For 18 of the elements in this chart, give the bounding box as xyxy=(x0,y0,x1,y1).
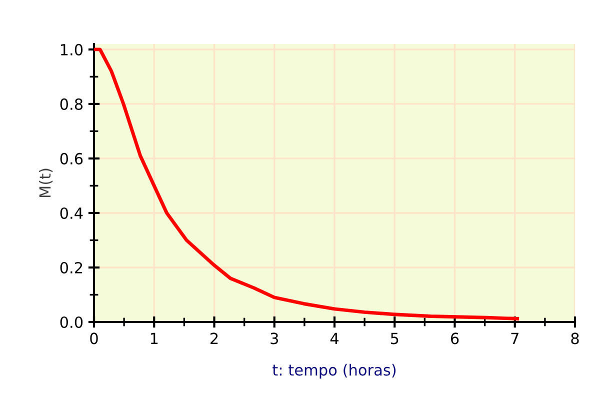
y-tick-label: 0.6 xyxy=(60,152,83,164)
x-tick-label: 4 xyxy=(330,332,339,344)
x-tick-label: 6 xyxy=(450,332,459,344)
x-tick-label: 5 xyxy=(390,332,398,344)
x-tick-label: 1 xyxy=(150,332,158,344)
y-tick-label: 0.2 xyxy=(60,262,82,274)
x-tick-label: 3 xyxy=(270,332,278,344)
line-series xyxy=(94,48,520,320)
x-axis-title: t: tempo (horas) xyxy=(272,364,396,379)
x-tick-label: 7 xyxy=(511,332,518,344)
y-tick-label: 0.0 xyxy=(60,316,83,328)
y-tick-label: 0.8 xyxy=(60,98,83,110)
x-tick-label: 0 xyxy=(90,332,98,344)
y-axis-title: M(t) xyxy=(38,168,53,198)
x-tick-label: 8 xyxy=(571,332,579,344)
y-tick-label: 0.4 xyxy=(60,207,83,219)
y-tick-label: 1.0 xyxy=(60,44,83,56)
x-tick-label: 2 xyxy=(210,332,218,344)
